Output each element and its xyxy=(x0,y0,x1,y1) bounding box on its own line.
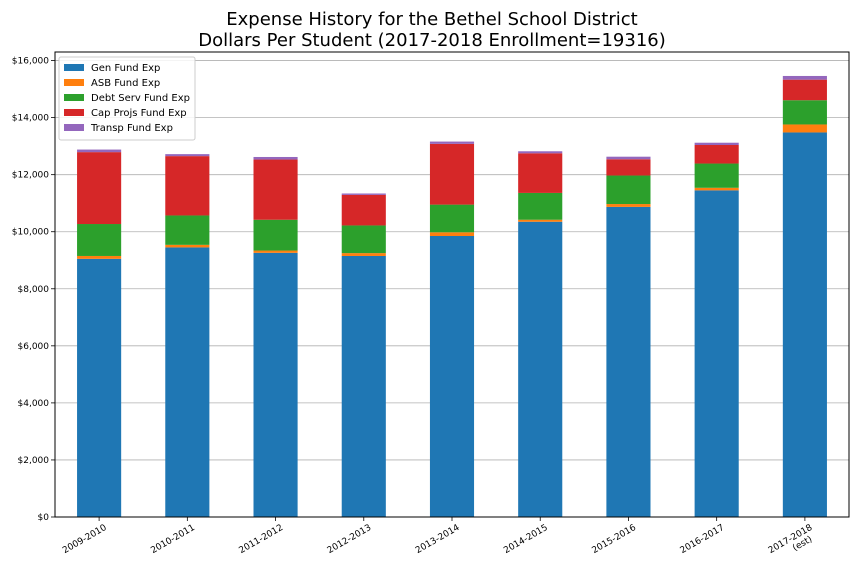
legend-label: Debt Serv Fund Exp xyxy=(91,93,190,104)
bar-segment xyxy=(782,79,827,101)
bar-segment xyxy=(782,100,827,125)
bar-segment xyxy=(429,236,475,518)
bar-segment xyxy=(165,156,210,216)
x-tick-label: 2016-2017 xyxy=(679,523,726,556)
legend-label: Cap Projs Fund Exp xyxy=(91,108,187,119)
legend-box xyxy=(58,56,196,141)
bar-segment xyxy=(77,255,122,259)
x-tick-label-line: 2014-2015 xyxy=(502,523,549,556)
legend-label: ASB Fund Exp xyxy=(91,78,160,89)
x-tick-label: 2014-2015 xyxy=(502,523,549,556)
x-tick-label: 2015-2016 xyxy=(590,523,638,556)
bar-segment xyxy=(782,75,827,80)
bar-segment xyxy=(606,175,651,205)
bar-segment xyxy=(253,250,298,253)
bar-segment xyxy=(518,221,563,517)
legend-swatch xyxy=(64,79,84,86)
bar-segment xyxy=(429,143,475,205)
y-tick-label: $8,000 xyxy=(18,285,50,295)
bar-segment xyxy=(518,219,563,222)
bar-segment xyxy=(694,145,739,164)
legend-swatch xyxy=(64,124,84,131)
x-tick-label-line: 2013-2014 xyxy=(414,523,462,556)
x-tick-label: 2011-2012 xyxy=(238,523,285,556)
bar-segment xyxy=(606,156,651,160)
chart-title-line-1: Expense History for the Bethel School Di… xyxy=(226,9,638,30)
x-tick-label-line: 2011-2012 xyxy=(238,523,285,556)
legend-swatch xyxy=(64,94,84,101)
x-tick-label-line: 2012-2013 xyxy=(326,523,373,556)
bar-segment xyxy=(606,204,651,207)
bar-segment xyxy=(782,132,827,517)
y-tick-label: $10,000 xyxy=(12,228,49,238)
legend-swatch xyxy=(64,64,84,71)
bar-segment xyxy=(518,151,563,154)
x-tick-label: 2017-2018(est) xyxy=(767,523,820,565)
y-tick-label: $16,000 xyxy=(12,57,49,67)
y-tick-label: $6,000 xyxy=(18,342,50,352)
y-tick-label: $12,000 xyxy=(12,171,49,181)
bar-segment xyxy=(77,149,122,153)
legend-swatch xyxy=(64,109,84,116)
bar-segment xyxy=(165,247,210,517)
bar-segment xyxy=(77,258,122,517)
bar-segment xyxy=(694,142,739,145)
x-tick-label: 2009-2010 xyxy=(61,523,109,556)
bar-segment xyxy=(518,153,563,193)
x-tick-label-line: 2009-2010 xyxy=(61,523,109,556)
bar-segment xyxy=(694,190,739,518)
bar-segment xyxy=(518,192,563,220)
bar-segment xyxy=(782,124,827,133)
x-tick-label: 2010-2011 xyxy=(149,523,196,556)
bar-segment xyxy=(341,193,386,195)
legend-label: Transp Fund Exp xyxy=(90,123,173,134)
bar-segment xyxy=(253,156,298,160)
bar-segment xyxy=(165,244,210,248)
bar-segment xyxy=(253,159,298,220)
bar-segment xyxy=(253,219,298,251)
x-tick-label-line: 2016-2017 xyxy=(679,523,726,556)
bar-segment xyxy=(606,159,651,176)
bar-segment xyxy=(77,152,122,225)
bar-segment xyxy=(694,163,739,188)
plot-frame xyxy=(54,51,850,518)
bar-segment xyxy=(606,206,651,517)
bar-segment xyxy=(341,225,386,254)
bar-segment xyxy=(341,253,386,256)
y-tick-label: $2,000 xyxy=(18,456,50,466)
legend-label: Gen Fund Exp xyxy=(91,63,160,74)
x-tick-label-line: 2010-2011 xyxy=(149,523,196,556)
y-tick-label: $4,000 xyxy=(18,399,50,409)
y-tick-label: $0 xyxy=(38,513,50,523)
x-tick-label-line: 2015-2016 xyxy=(590,523,638,556)
bar-segment xyxy=(165,215,210,245)
x-tick-label: 2013-2014 xyxy=(414,523,462,556)
bar-segment xyxy=(341,194,386,226)
bar-segment xyxy=(429,141,475,144)
chart-title-line-2: Dollars Per Student (2017-2018 Enrollmen… xyxy=(198,30,666,51)
bar-segment xyxy=(429,204,475,233)
bar-segment xyxy=(77,224,122,256)
bar-segment xyxy=(253,252,298,517)
bar-segment xyxy=(694,187,739,191)
x-tick-label: 2012-2013 xyxy=(326,523,373,556)
bar-segment xyxy=(165,154,210,157)
bar-segment xyxy=(429,232,475,237)
y-tick-label: $14,000 xyxy=(12,114,49,124)
bar-segment xyxy=(341,255,386,517)
